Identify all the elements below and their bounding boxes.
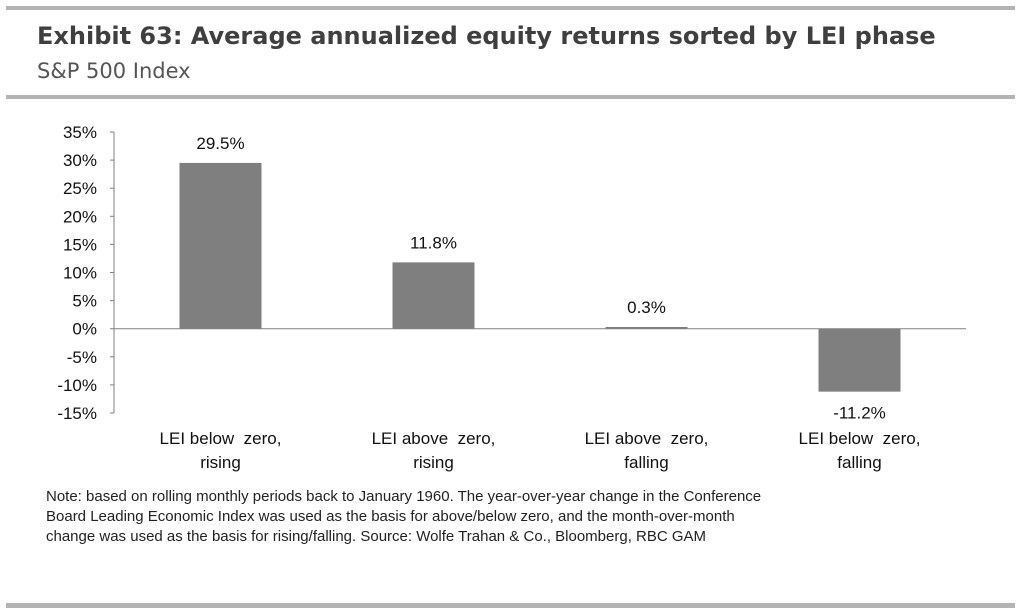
y-tick-label: 5% [72, 292, 97, 311]
x-category-label: LEI above zero, [372, 429, 496, 448]
y-tick-label: 10% [63, 264, 97, 283]
y-tick-label: 20% [63, 207, 97, 226]
header-rule [6, 95, 1015, 99]
x-category-label: falling [837, 453, 881, 472]
bar [818, 328, 901, 392]
y-tick-label: -5% [67, 348, 97, 367]
y-tick-label: 35% [63, 123, 97, 142]
footnote: Note: based on rolling monthly periods b… [46, 487, 976, 547]
y-tick-label: 15% [63, 235, 97, 254]
x-category-label: LEI below zero, [799, 429, 921, 448]
bottom-rule [6, 603, 1015, 608]
data-label: 29.5% [196, 134, 244, 153]
data-label: 0.3% [627, 298, 666, 317]
footnote-line: Board Leading Economic Index was used as… [46, 508, 735, 525]
footnote-line: Note: based on rolling monthly periods b… [46, 488, 762, 505]
chart-subtitle: S&P 500 Index [37, 59, 191, 83]
y-tick-label: 25% [63, 179, 97, 198]
x-category-label: rising [200, 453, 241, 472]
x-category-label: LEI above zero, [585, 429, 709, 448]
x-category-label: LEI below zero, [160, 429, 282, 448]
y-tick-label: -10% [57, 376, 97, 395]
top-rule [6, 6, 1015, 10]
data-label: 11.8% [410, 233, 457, 252]
data-label: -11.2% [833, 404, 886, 423]
bar-chart: 35% 30% 25% 20% 15% 10% 5% 0% -5% -10% -15% 29.5% LE… [57, 123, 966, 472]
x-category-label: rising [413, 453, 454, 472]
y-tick-label: 30% [63, 151, 97, 170]
y-tick-label: 0% [72, 320, 97, 339]
y-tick-label: -15% [57, 404, 97, 423]
bar [179, 162, 262, 329]
chart-title: Exhibit 63: Average annualized equity re… [37, 22, 936, 50]
bar [605, 327, 688, 329]
bar [392, 262, 475, 329]
x-category-label: falling [624, 453, 668, 472]
footnote-line: change was used as the basis for rising/… [46, 528, 707, 545]
